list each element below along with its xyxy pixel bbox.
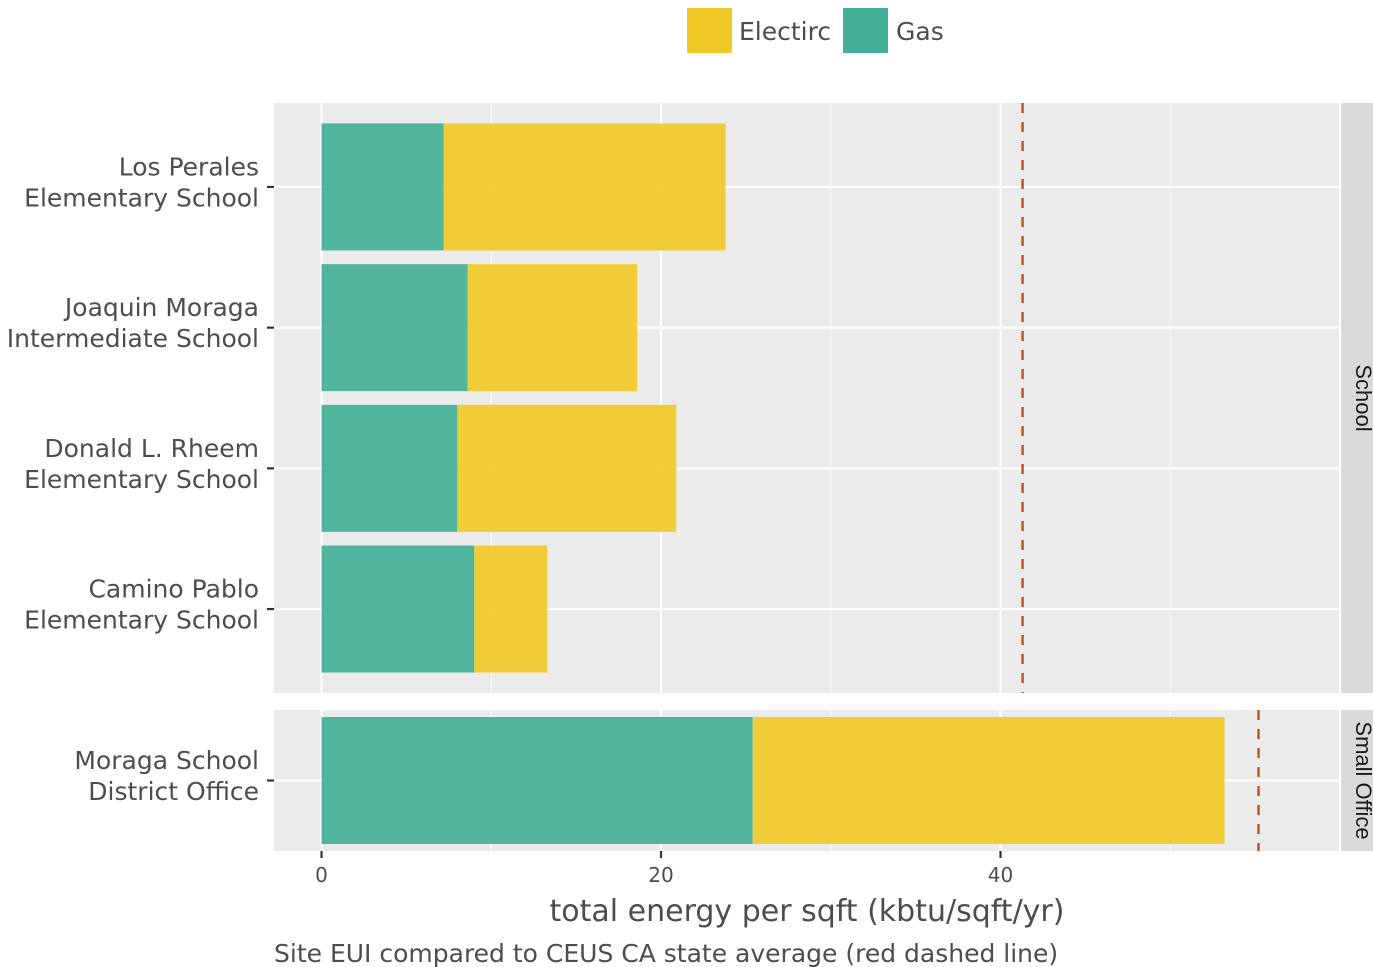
category-label: Elementary School bbox=[24, 606, 259, 635]
bar-electric bbox=[474, 545, 548, 673]
category-label: Joaquin Moraga bbox=[63, 293, 259, 322]
x-axis-title: total energy per sqft (kbtu/sqft/yr) bbox=[550, 894, 1065, 929]
bar-electric bbox=[467, 264, 638, 392]
legend-label-electirc: Electirc bbox=[739, 17, 831, 46]
category-label: Intermediate School bbox=[7, 324, 259, 353]
legend-label-gas: Gas bbox=[896, 17, 944, 46]
x-tick-label: 20 bbox=[648, 863, 673, 887]
panel-strip bbox=[1340, 103, 1373, 693]
bar-electric bbox=[457, 404, 677, 532]
panel-strip bbox=[1340, 710, 1373, 851]
strip-label: Small Office bbox=[1351, 721, 1373, 839]
legend-swatch-gas bbox=[843, 8, 888, 53]
bar-gas bbox=[321, 545, 475, 673]
bar-electric bbox=[443, 123, 726, 251]
category-label: District Office bbox=[88, 777, 259, 806]
category-label: Elementary School bbox=[24, 183, 259, 212]
category-label: Donald L. Rheem bbox=[44, 434, 259, 463]
x-tick-label: 0 bbox=[315, 863, 328, 887]
bar-gas bbox=[321, 123, 444, 251]
bar-gas bbox=[321, 264, 468, 392]
category-label: Los Perales bbox=[119, 152, 259, 181]
category-label: Elementary School bbox=[24, 465, 259, 494]
bar-gas bbox=[321, 404, 458, 532]
bar-gas bbox=[321, 717, 753, 844]
x-tick-label: 40 bbox=[988, 863, 1013, 887]
legend-swatch-electirc bbox=[687, 8, 732, 53]
category-label: Moraga School bbox=[74, 746, 259, 775]
chart-caption: Site EUI compared to CEUS CA state avera… bbox=[274, 939, 1058, 967]
strip-label: School bbox=[1351, 364, 1373, 431]
category-label: Camino Pablo bbox=[88, 575, 259, 604]
bar-electric bbox=[752, 717, 1225, 844]
